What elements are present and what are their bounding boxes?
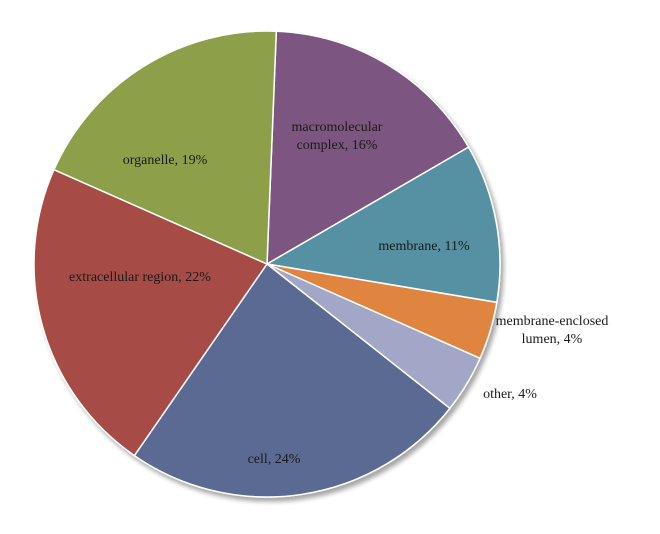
pie-label-line: complex, 16%	[297, 138, 378, 153]
pie-slice-cell	[133, 262, 451, 498]
pie-label-line: organelle, 19%	[123, 153, 208, 168]
pie-label-line: lumen, 4%	[522, 332, 583, 347]
pie-slice-organelle	[52, 30, 278, 266]
pie-label-organelle: organelle, 19%	[123, 153, 208, 168]
pie-label-line: membrane, 11%	[378, 239, 470, 254]
pie-slice-membrane	[264, 146, 501, 304]
pie-label-line: membrane-enclosed	[496, 314, 609, 329]
pie-labels: macromolecular complex, 16% membrane, 11% m…	[69, 120, 608, 467]
pie-label-line: extracellular region, 22%	[69, 270, 211, 285]
pie-label-line: cell, 24%	[248, 452, 301, 467]
pie-label-macromolecular-complex: macromolecular complex, 16%	[292, 120, 383, 153]
pie-slices	[33, 30, 501, 498]
pie-label-line: macromolecular	[292, 120, 383, 135]
pie-label-membrane: membrane, 11%	[378, 239, 470, 254]
pie-label-other: other, 4%	[483, 387, 537, 402]
pie-label-extracellular-region: extracellular region, 22%	[69, 270, 211, 285]
pie-slice-macromolecular-complex	[266, 30, 470, 266]
pie-label-membrane-enclosed-lumen: membrane-enclosed lumen, 4%	[496, 314, 609, 347]
pie-slice-extracellular-region	[33, 168, 269, 457]
pie-label-line: other, 4%	[483, 387, 537, 402]
pie-label-cell: cell, 24%	[248, 452, 301, 467]
